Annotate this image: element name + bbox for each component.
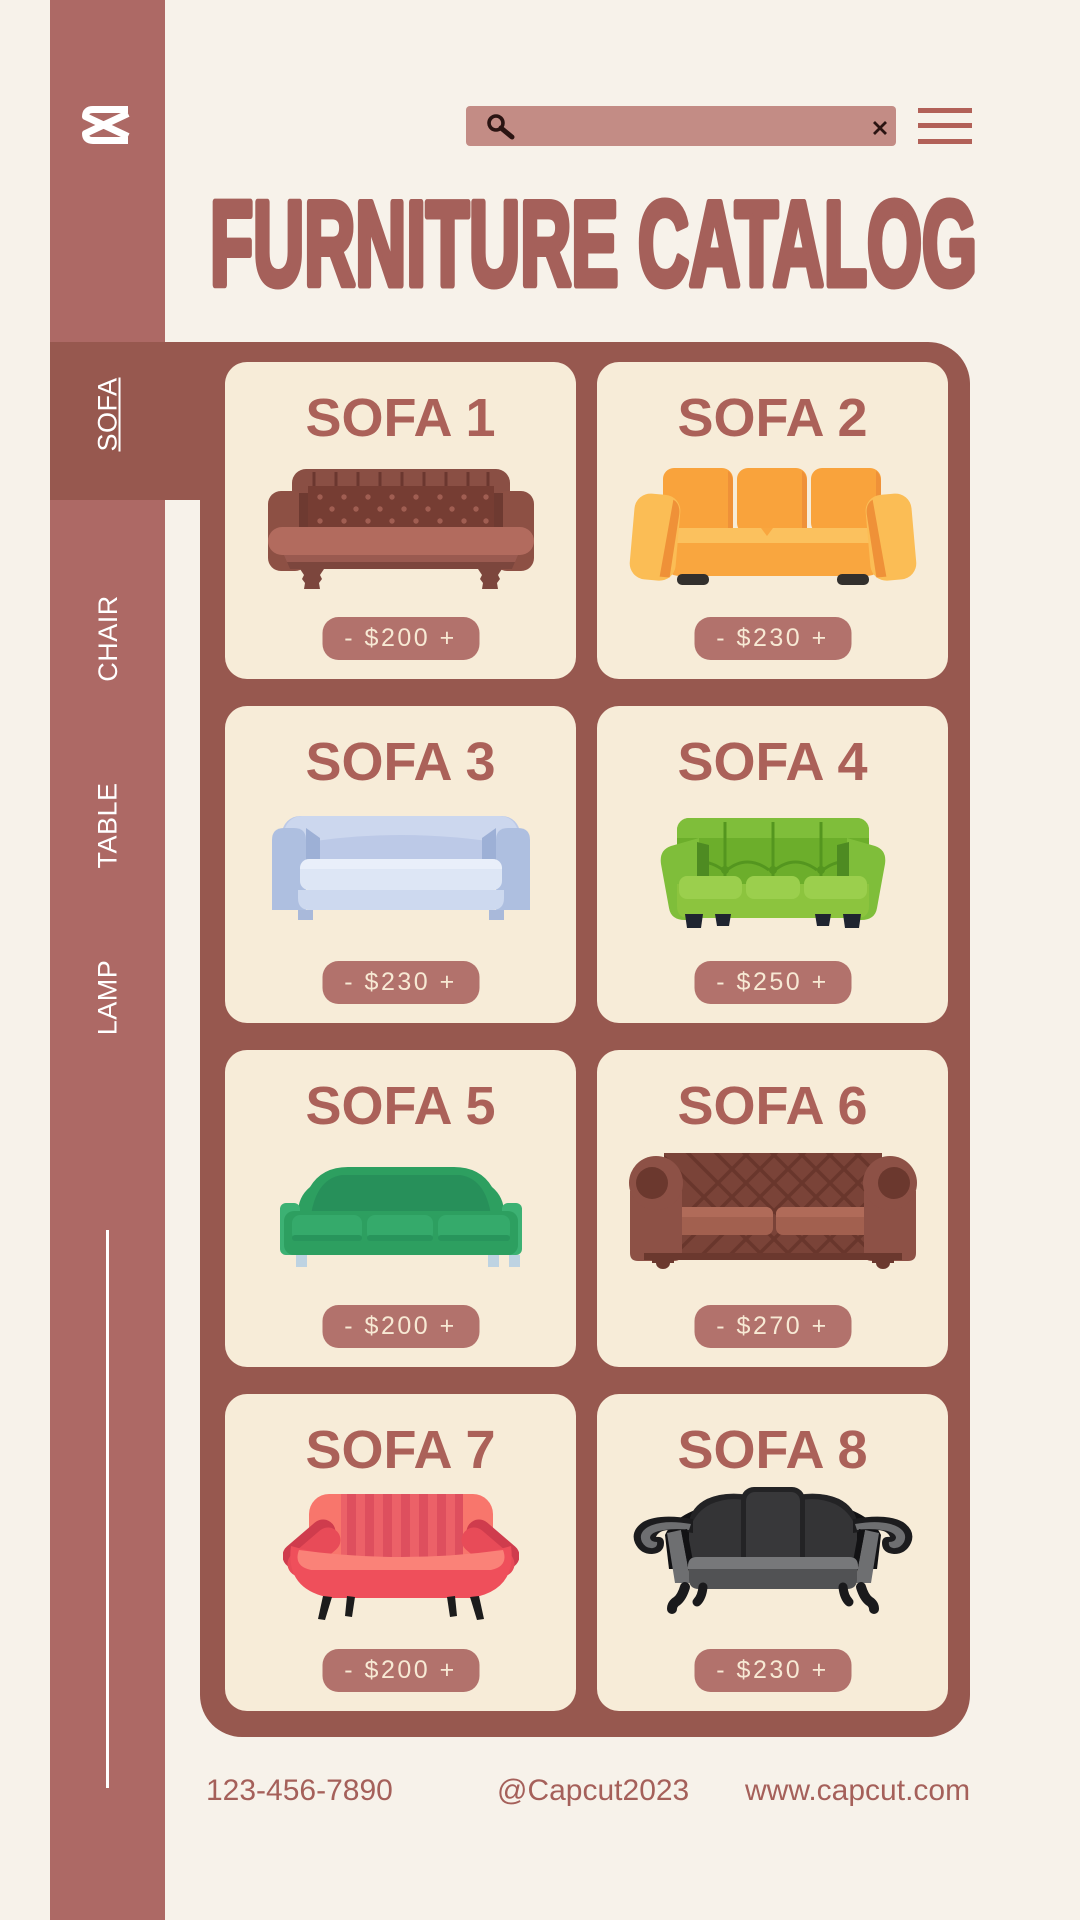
svg-text:FURNITURE CATALOG: FURNITURE CATALOG bbox=[210, 177, 977, 311]
